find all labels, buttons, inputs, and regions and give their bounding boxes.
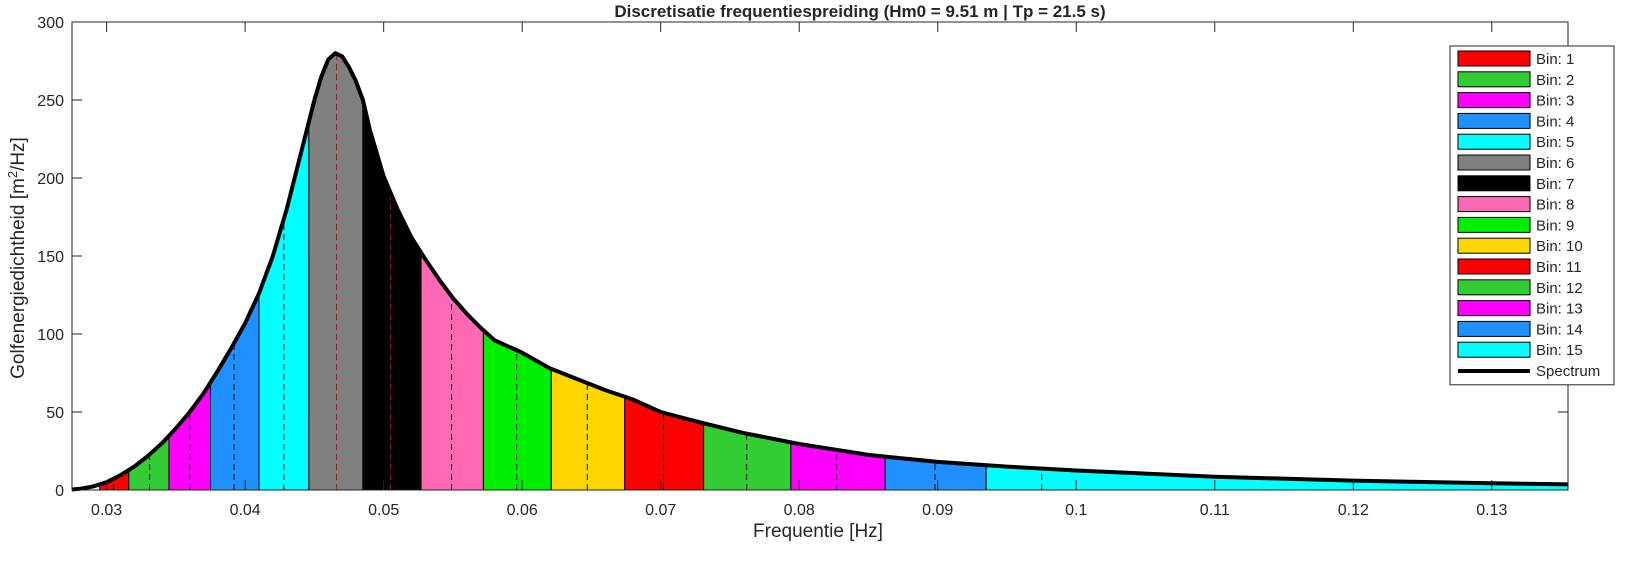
x-tick-label: 0.1 — [1065, 502, 1087, 519]
y-tick-label: 250 — [37, 93, 64, 110]
legend-swatch — [1457, 71, 1531, 88]
legend-swatch — [1457, 50, 1531, 67]
legend-label: Bin: 6 — [1536, 155, 1574, 172]
legend-swatch — [1457, 154, 1531, 171]
bin-area-11 — [624, 396, 705, 491]
legend-swatch — [1457, 112, 1531, 129]
legend-swatch — [1457, 133, 1531, 150]
x-tick-label: 0.09 — [922, 502, 953, 519]
legend-label: Bin: 7 — [1536, 176, 1574, 193]
y-axis-label: Golfenergiedichtheid [m2/Hz] — [5, 137, 29, 379]
bin-area-4 — [210, 293, 260, 491]
x-tick-label: 0.03 — [91, 502, 122, 519]
x-tick-label: 0.13 — [1476, 502, 1507, 519]
legend-label: Bin: 9 — [1536, 217, 1574, 234]
legend-swatch — [1457, 320, 1531, 337]
legend-label: Bin: 2 — [1536, 72, 1574, 89]
legend-label: Bin: 1 — [1536, 51, 1574, 68]
bin-areas — [99, 52, 1569, 491]
bin-area-6 — [308, 52, 364, 491]
bin-area-10 — [550, 368, 626, 491]
axis-ticks: 0.03 0.04 0.05 0.06 0.07 0.08 0.09 0.1 0.11 0.12 0… — [37, 15, 1568, 519]
y-tick-label: 50 — [46, 405, 64, 422]
legend-swatch — [1457, 216, 1531, 233]
legend-label: Bin: 11 — [1536, 259, 1582, 276]
x-tick-label: 0.11 — [1200, 502, 1230, 519]
x-axis-label: Frequentie [Hz] — [753, 521, 883, 542]
x-tick-label: 0.06 — [507, 502, 538, 519]
legend-label: Spectrum — [1536, 363, 1600, 380]
y-tick-label: 0 — [55, 483, 64, 500]
bin-area-9 — [482, 329, 552, 491]
y-tick-label: 150 — [37, 249, 64, 266]
bin-center-markers — [113, 53, 1043, 490]
legend-swatch — [1457, 237, 1531, 254]
legend-label: Bin: 5 — [1536, 134, 1574, 151]
x-tick-label: 0.05 — [368, 502, 399, 519]
legend-swatch — [1457, 279, 1531, 296]
legend-swatch — [1457, 92, 1531, 109]
bin-area-7 — [362, 99, 422, 491]
y-tick-label: 100 — [37, 327, 64, 344]
legend-label: Bin: 3 — [1536, 93, 1574, 110]
legend-label: Bin: 4 — [1536, 113, 1574, 130]
bin-area-8 — [420, 250, 484, 491]
legend-label: Bin: 15 — [1536, 342, 1583, 359]
legend-swatch — [1457, 341, 1531, 358]
legend-label: Bin: 8 — [1536, 197, 1574, 214]
legend: Bin: 1 Bin: 2 Bin: 3 Bin: 4 Bin: 5 Bin: 6 Bin:… — [1449, 45, 1615, 386]
chart-title: Discretisatie frequentiespreiding (Hm0 =… — [614, 2, 1105, 21]
legend-label: Bin: 13 — [1536, 301, 1583, 318]
legend-label: Bin: 12 — [1536, 280, 1583, 297]
spectrum-line — [71, 51, 1569, 492]
legend-swatch — [1457, 196, 1531, 213]
legend-label: Bin: 10 — [1536, 238, 1583, 255]
legend-swatch — [1457, 175, 1531, 192]
x-tick-label: 0.04 — [230, 502, 261, 519]
x-tick-label: 0.12 — [1338, 502, 1369, 519]
y-tick-label: 300 — [37, 15, 64, 32]
y-tick-label: 200 — [37, 171, 64, 188]
legend-label: Bin: 14 — [1536, 321, 1583, 338]
legend-swatch — [1457, 258, 1531, 275]
x-tick-label: 0.08 — [784, 502, 815, 519]
x-tick-label: 0.07 — [645, 502, 676, 519]
legend-swatch — [1457, 300, 1531, 317]
